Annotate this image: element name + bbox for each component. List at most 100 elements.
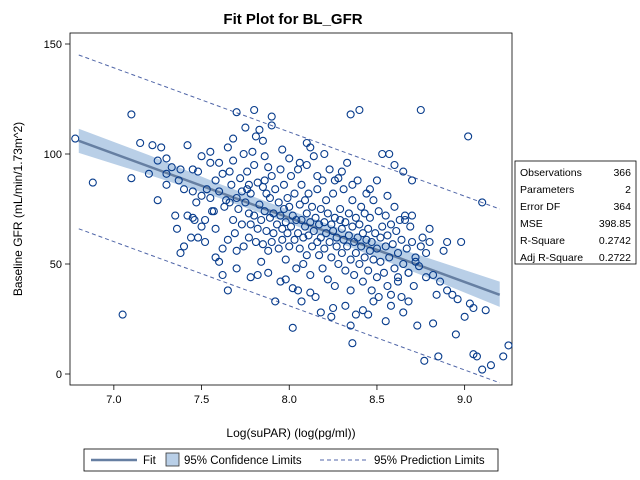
y-axis: 0 50 100 150 <box>44 39 70 381</box>
data-point <box>348 180 357 189</box>
data-point <box>478 198 487 207</box>
data-point <box>197 152 206 161</box>
data-point <box>255 125 264 134</box>
data-point <box>367 237 376 247</box>
data-point <box>348 222 357 231</box>
data-point <box>378 222 387 231</box>
data-point <box>304 189 313 198</box>
data-point <box>148 141 157 150</box>
data-point <box>320 244 329 253</box>
data-point <box>358 277 367 286</box>
data-point <box>286 222 296 231</box>
data-point <box>381 317 390 326</box>
data-point <box>257 215 266 225</box>
data-point <box>316 204 325 214</box>
data-point <box>344 209 353 218</box>
data-point <box>386 290 396 299</box>
data-point <box>436 277 445 286</box>
data-point <box>278 145 287 154</box>
data-point <box>350 270 359 280</box>
data-point <box>144 169 153 178</box>
data-point <box>264 246 273 255</box>
data-point <box>322 229 331 238</box>
stat-value: 398.85 <box>599 218 631 230</box>
plot-area <box>69 32 513 386</box>
data-point <box>337 248 346 258</box>
data-point <box>416 242 425 251</box>
data-point <box>358 229 367 238</box>
data-point <box>411 253 420 262</box>
data-point <box>439 246 448 255</box>
data-point <box>153 196 162 205</box>
data-point <box>176 248 185 258</box>
data-point <box>215 187 224 196</box>
data-point <box>311 292 320 302</box>
stat-value: 366 <box>613 167 631 179</box>
legend-frame <box>83 448 499 472</box>
data-point <box>409 281 418 291</box>
data-point <box>302 209 311 218</box>
data-point <box>264 268 273 277</box>
data-point <box>406 222 415 231</box>
data-point <box>307 202 317 211</box>
data-point <box>286 171 296 181</box>
data-point <box>355 220 364 229</box>
data-point <box>302 251 311 260</box>
data-point <box>281 218 290 227</box>
data-point <box>420 356 429 365</box>
data-point <box>206 193 215 203</box>
data-point <box>127 110 136 119</box>
data-point <box>339 235 348 244</box>
data-point <box>365 185 374 194</box>
data-point <box>278 224 287 233</box>
data-point <box>278 235 287 244</box>
x-axis: 7.0 7.5 8.0 8.5 9.0 <box>106 385 472 406</box>
stat-label: MSE <box>520 218 543 230</box>
data-point <box>399 308 408 317</box>
data-point <box>457 237 466 247</box>
data-point <box>302 160 311 170</box>
x-tick-label: 8.0 <box>282 394 297 406</box>
data-point <box>504 341 513 350</box>
data-point <box>432 290 441 299</box>
data-point <box>357 242 366 251</box>
data-point <box>351 213 360 222</box>
data-point <box>364 266 373 275</box>
data-point <box>299 259 308 269</box>
data-point <box>255 200 264 209</box>
data-point <box>374 207 383 216</box>
stat-value: 364 <box>613 201 631 213</box>
data-point <box>397 235 406 244</box>
data-point <box>422 248 431 258</box>
data-point <box>360 253 369 262</box>
data-point <box>267 237 276 247</box>
data-point <box>253 270 262 280</box>
data-point <box>136 138 145 148</box>
data-point <box>332 242 341 251</box>
stat-label: Adj R-Square <box>520 252 583 264</box>
data-point <box>404 297 413 306</box>
data-point <box>365 213 374 222</box>
fit-line-layer <box>78 139 501 296</box>
data-point <box>239 242 248 251</box>
data-point <box>351 310 360 319</box>
x-tick-label: 7.5 <box>194 394 209 406</box>
data-point <box>239 149 248 159</box>
data-point <box>193 167 203 176</box>
data-point <box>183 211 192 220</box>
legend-confidence-swatch <box>165 452 180 467</box>
data-point <box>229 134 238 143</box>
data-point <box>234 204 243 214</box>
data-point <box>472 352 481 361</box>
data-point <box>329 303 338 313</box>
data-point <box>383 191 392 200</box>
data-point <box>236 174 245 183</box>
data-point <box>325 165 334 174</box>
data-point <box>353 233 362 242</box>
data-point <box>258 136 267 145</box>
data-point <box>279 180 289 189</box>
data-point <box>281 255 290 264</box>
data-point <box>346 110 355 119</box>
data-point <box>299 233 308 242</box>
data-point <box>293 286 303 295</box>
